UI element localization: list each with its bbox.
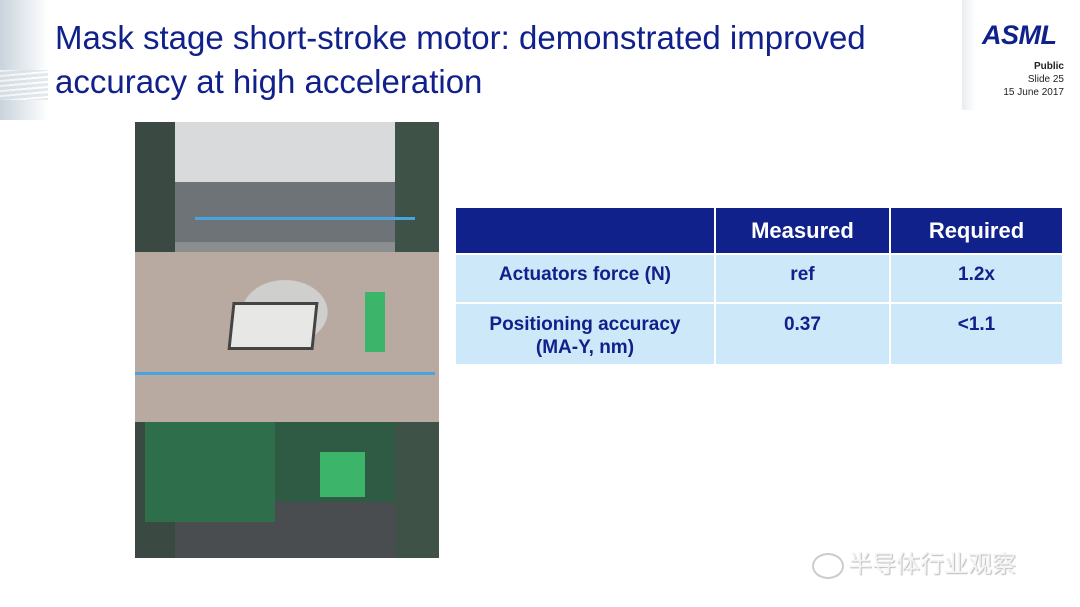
measured-value: 0.37: [713, 302, 891, 366]
watermark: 半导体行业观察: [812, 544, 1016, 579]
slide-number: Slide 25: [1027, 74, 1064, 85]
slide-meta: Public Slide 25 15 June 2017: [1003, 60, 1064, 99]
required-value: <1.1: [888, 302, 1065, 366]
header-empty: [454, 206, 716, 255]
decorative-corner: [0, 0, 48, 120]
watermark-text: 半导体行业观察: [848, 551, 1016, 578]
classification-label: Public: [1033, 61, 1064, 72]
slide-title: Mask stage short-stroke motor: demonstra…: [55, 19, 866, 100]
photo-pcb: [145, 422, 275, 522]
wechat-icon: [812, 552, 844, 579]
photo-cable: [135, 372, 435, 375]
table-row: Actuators force (N) ref 1.2x: [454, 253, 1065, 304]
row-label: Actuators force (N): [454, 253, 716, 304]
specs-table: Measured Required Actuators force (N) re…: [454, 206, 1065, 366]
row-label-line1: Positioning accuracy: [489, 314, 681, 335]
table-row: Positioning accuracy (MA-Y, nm) 0.37 <1.1: [454, 302, 1065, 366]
row-label: Positioning accuracy (MA-Y, nm): [454, 302, 716, 366]
row-label-line2: (MA-Y, nm): [535, 337, 635, 358]
table-header-row: Measured Required: [454, 206, 1065, 255]
asml-logo: ASML: [982, 20, 1057, 50]
photo-connector: [320, 452, 365, 497]
photo-reticle: [227, 302, 319, 350]
mask-stage-photo: [135, 122, 439, 558]
header-required: Required: [888, 206, 1065, 255]
photo-cable: [195, 217, 415, 220]
divider: [962, 0, 976, 110]
required-value: 1.2x: [888, 253, 1065, 304]
header-measured: Measured: [713, 206, 891, 255]
photo-connector: [365, 292, 385, 352]
slide-date: 15 June 2017: [1003, 87, 1064, 98]
measured-value: ref: [713, 253, 891, 304]
